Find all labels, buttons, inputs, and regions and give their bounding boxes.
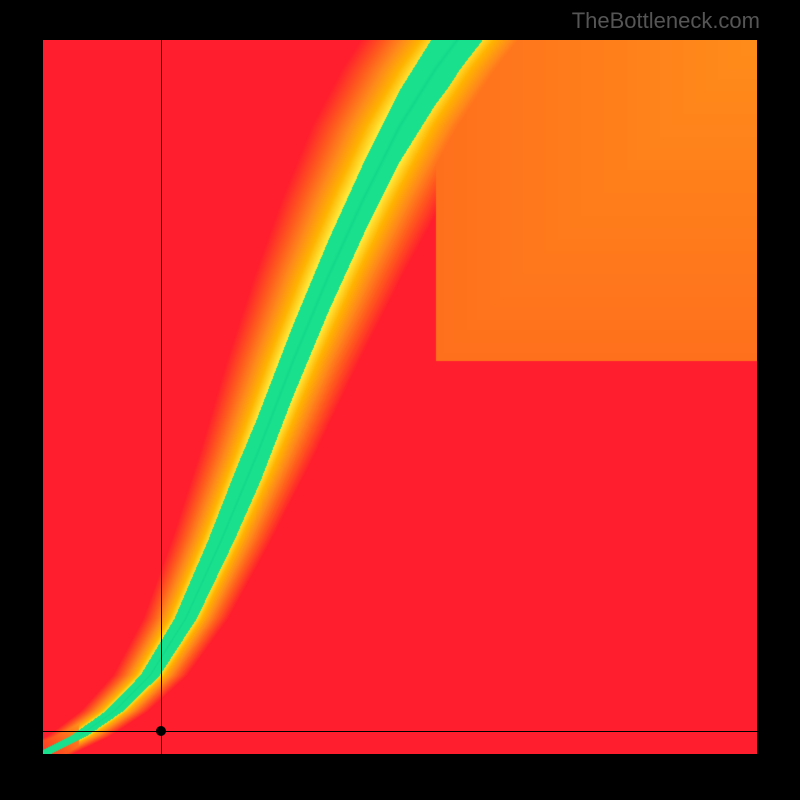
heatmap-canvas: [43, 40, 757, 754]
watermark-text: TheBottleneck.com: [572, 8, 760, 34]
crosshair-dot: [156, 726, 166, 736]
crosshair-horizontal-line: [43, 731, 757, 732]
crosshair-vertical-line: [161, 40, 162, 754]
heatmap-plot: [43, 40, 757, 754]
